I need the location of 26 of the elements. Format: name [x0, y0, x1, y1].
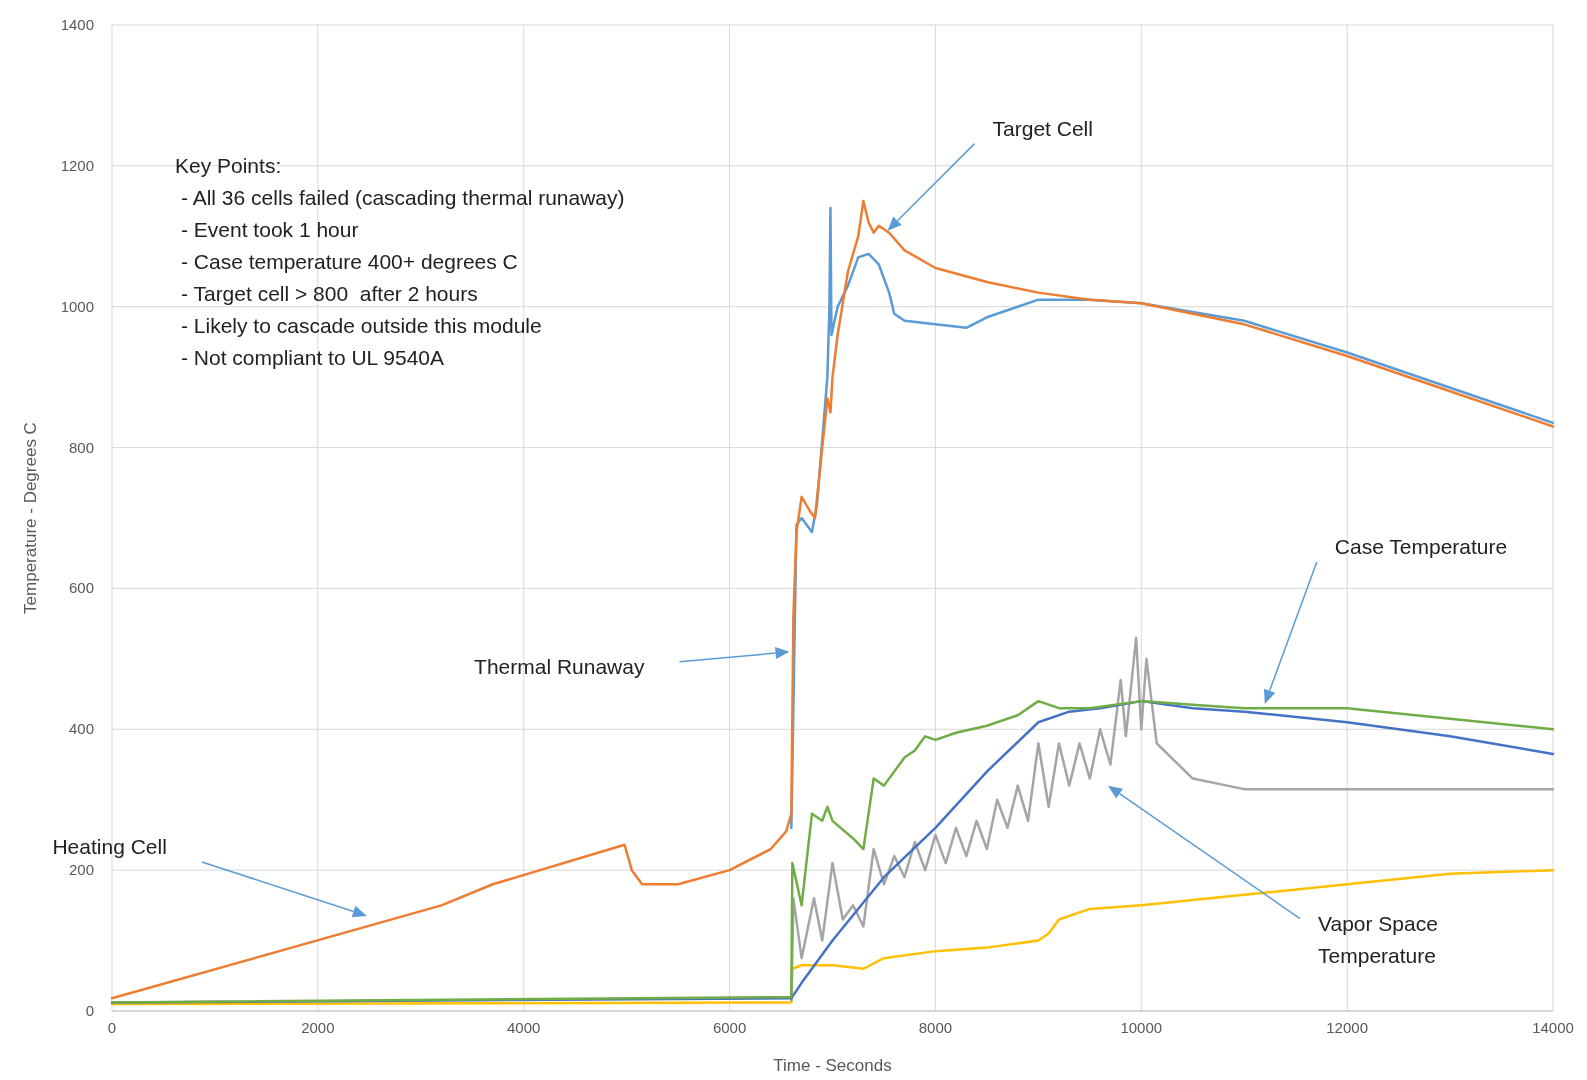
- annotation: Case Temperature: [1334, 534, 1508, 558]
- line-series: [110, 868, 1555, 1006]
- y-tick-label: 200: [68, 861, 94, 879]
- x-tick-label: 6000: [712, 1019, 747, 1036]
- x-tick-label: 2000: [301, 1019, 335, 1036]
- x-tick-label: 14000: [1532, 1019, 1574, 1036]
- x-tick-label: 4000: [507, 1019, 541, 1036]
- y-tick-label: 0: [85, 1002, 94, 1019]
- x-tick-label: 0: [107, 1019, 117, 1036]
- y-tick-label: 1400: [60, 16, 94, 33]
- y-tick-label: 1200: [60, 156, 94, 174]
- y-tick-label: 600: [68, 579, 94, 597]
- annotation: Heating Cell: [52, 834, 167, 858]
- x-tick-label: 12000: [1326, 1019, 1368, 1036]
- y-tick-label: 1000: [60, 297, 94, 315]
- x-axis-title: Time - Seconds: [773, 1056, 892, 1075]
- line-series: [790, 636, 1555, 1002]
- y-axis-title: Temperature - Degrees C: [21, 422, 40, 614]
- annotation: Vapor Space Temperature: [1318, 911, 1438, 967]
- x-tick-label: 10000: [1120, 1019, 1163, 1036]
- y-tick-label: 400: [68, 720, 94, 738]
- y-tick-label: 800: [68, 438, 94, 456]
- x-tick-label: 8000: [918, 1019, 953, 1036]
- annotation: Target Cell: [992, 116, 1093, 140]
- annotation: Thermal Runaway: [474, 654, 645, 678]
- annotation: Key Points: - All 36 cells failed (cascading thermal runaway) - Event took 1 hour - Case temperature 400+ degrees C - Target cell > 800 after 2 hours - Likely to cascade outside this module - Not compliant to UL 9540A: [175, 154, 625, 369]
